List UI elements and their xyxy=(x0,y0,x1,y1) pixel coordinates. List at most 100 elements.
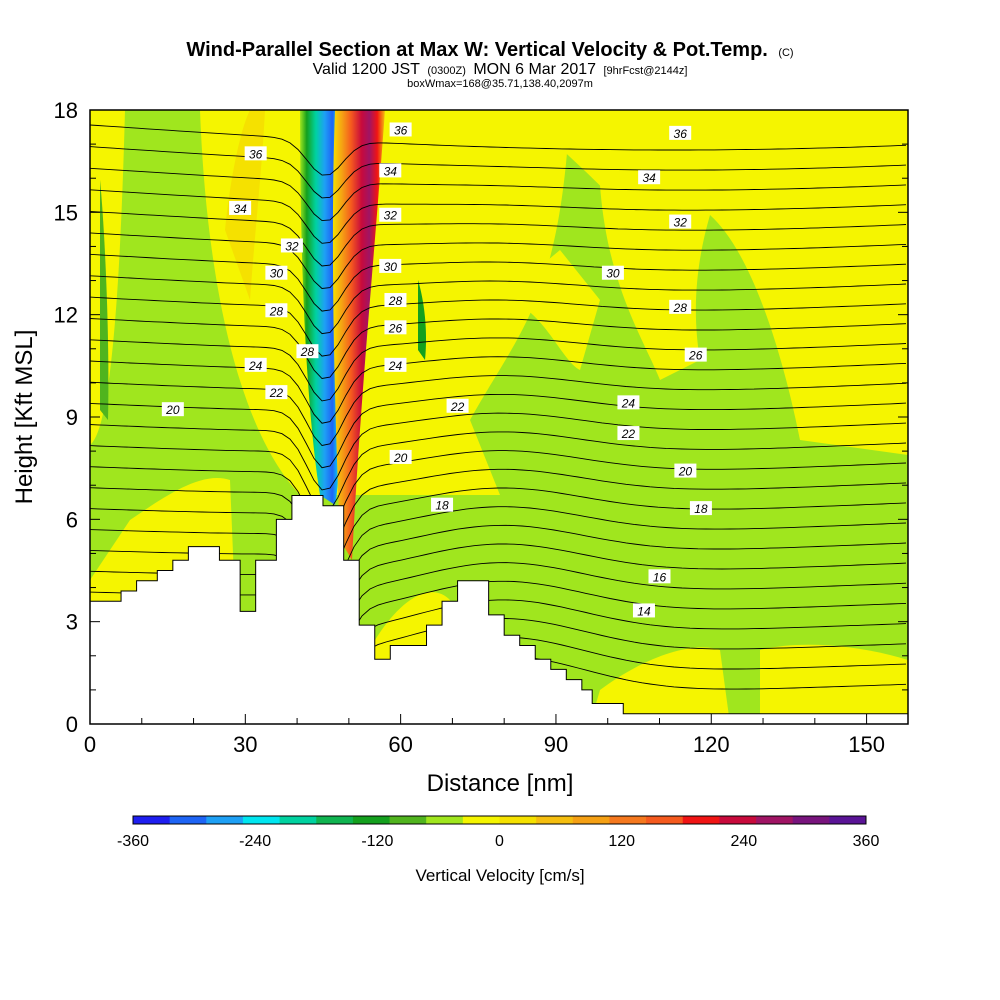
x-tick-label: 90 xyxy=(544,732,568,757)
y-tick-label: 9 xyxy=(66,405,78,430)
contour-label-text: 22 xyxy=(450,400,465,414)
contour-label-text: 32 xyxy=(674,216,688,230)
chart-title: Wind-Parallel Section at Max W: Vertical… xyxy=(186,39,793,61)
colorbar-swatch xyxy=(829,816,867,824)
theta-contour-line xyxy=(90,524,907,624)
contour-label: 36 xyxy=(669,125,692,141)
contour-label-bg xyxy=(379,207,402,222)
terrain-mask xyxy=(90,494,908,724)
colorbar-swatch xyxy=(719,816,757,824)
colorbar-swatch xyxy=(756,816,794,824)
contour-label-text: 26 xyxy=(388,321,403,335)
theta-contour-line xyxy=(90,375,907,446)
contour-label: 28 xyxy=(296,344,319,359)
contour-label: 22 xyxy=(617,426,640,441)
contour-label-text: 24 xyxy=(248,359,263,373)
contour-label: 24 xyxy=(384,357,407,373)
theta-contour-line xyxy=(90,167,907,222)
contour-label-bg xyxy=(296,344,319,359)
contour-label: 18 xyxy=(431,497,454,513)
contour-label-text: 30 xyxy=(606,267,620,281)
contour-label-bg xyxy=(431,497,454,512)
contour-label: 34 xyxy=(229,200,252,216)
contour-label: 22 xyxy=(446,398,469,414)
contour-label-bg xyxy=(389,122,412,137)
contour-label-bg xyxy=(389,449,412,464)
colorbar-swatch xyxy=(352,816,391,824)
contour-label-bg xyxy=(244,357,267,372)
contour-label: 34 xyxy=(379,163,402,178)
colorbar-tick-label: 240 xyxy=(730,833,757,850)
contour-label: 36 xyxy=(244,146,267,161)
colorbar-tick-label: -360 xyxy=(117,833,149,850)
theta-contour-line xyxy=(90,124,907,176)
y-tick-label: 6 xyxy=(66,507,78,532)
contour-label: 14 xyxy=(632,603,655,618)
colorbar-swatch xyxy=(206,816,244,824)
contour-label-text: 20 xyxy=(678,465,693,479)
contour-label: 32 xyxy=(669,214,692,230)
theta-contour-line xyxy=(90,431,907,513)
contour-label-bg xyxy=(244,146,267,161)
contour-label-text: 20 xyxy=(393,451,408,465)
colorbar-frame xyxy=(132,815,867,825)
y-tick-label: 18 xyxy=(54,98,78,123)
colorbar-tick-label: 360 xyxy=(853,833,880,850)
colorbar-title: Vertical Velocity [cm/s] xyxy=(415,866,584,885)
contour-label: 32 xyxy=(379,207,402,223)
contour-label-text: 18 xyxy=(435,499,449,513)
contour-label: 16 xyxy=(648,569,671,584)
contour-label: 20 xyxy=(161,402,184,417)
contour-label-bg xyxy=(674,463,697,478)
colorbar-tick-label: -240 xyxy=(239,833,271,850)
contour-label: 28 xyxy=(669,299,692,315)
colorbar-swatch xyxy=(389,816,427,824)
contour-label-text: 36 xyxy=(394,123,408,137)
contour-label: 34 xyxy=(638,170,661,185)
colorbar-swatch xyxy=(133,816,171,824)
theta-contour-line xyxy=(90,506,907,602)
colorbar: -360 -240 -120 0 120 240 360 xyxy=(117,815,880,850)
colorbar-swatch xyxy=(279,816,317,824)
y-tick-label: 12 xyxy=(54,303,78,328)
contour-label-bg xyxy=(669,125,692,140)
colorbar-swatch xyxy=(536,816,574,824)
x-tick-label: 60 xyxy=(388,732,412,757)
contour-label-text: 28 xyxy=(388,294,403,308)
theta-contour-line xyxy=(90,393,907,469)
contour-label-text: 30 xyxy=(384,260,398,274)
colorbar-swatch xyxy=(572,816,610,824)
contour-label-bg xyxy=(265,385,288,400)
contour-label-text: 16 xyxy=(653,570,667,584)
downdraft-streak xyxy=(100,180,109,420)
colorbar-tick-label: -120 xyxy=(361,833,393,850)
theta-contour-line xyxy=(90,275,907,335)
x-tick-label: 150 xyxy=(848,732,885,757)
theta-contour-line xyxy=(90,296,907,357)
contour-label-text: 34 xyxy=(642,171,656,185)
x-tick-label: 120 xyxy=(693,732,730,757)
contour-label: 28 xyxy=(384,293,407,308)
contour-label-text: 28 xyxy=(300,345,315,359)
colorbar-tick-label: 120 xyxy=(608,833,635,850)
contour-label: 30 xyxy=(379,258,402,274)
contour-label-bg xyxy=(617,426,640,441)
chart-subtitle: Valid 1200 JST (0300Z) MON 6 Mar 2017 [9… xyxy=(313,61,688,78)
contour-label-bg xyxy=(280,238,303,253)
contour-label: 24 xyxy=(244,357,267,373)
x-tick-label: 0 xyxy=(84,732,96,757)
contour-label: 36 xyxy=(389,122,412,137)
theta-contour-line xyxy=(90,468,907,557)
contour-label-bg xyxy=(379,258,402,273)
contour-label-bg xyxy=(384,293,407,308)
contour-label-bg xyxy=(446,398,469,413)
contour-label-text: 32 xyxy=(384,209,398,223)
contour-label: 26 xyxy=(384,320,407,335)
contour-label-bg xyxy=(617,395,640,410)
contour-label-text: 28 xyxy=(269,304,284,318)
contour-label-text: 20 xyxy=(165,403,180,417)
contour-labels: 36 34 32 30 28 28 24 22 20 36 34 32 30 28 26 24 22 20 18 36… xyxy=(161,122,712,618)
contour-label-text: 30 xyxy=(270,267,284,281)
contour-label: 20 xyxy=(674,463,697,479)
